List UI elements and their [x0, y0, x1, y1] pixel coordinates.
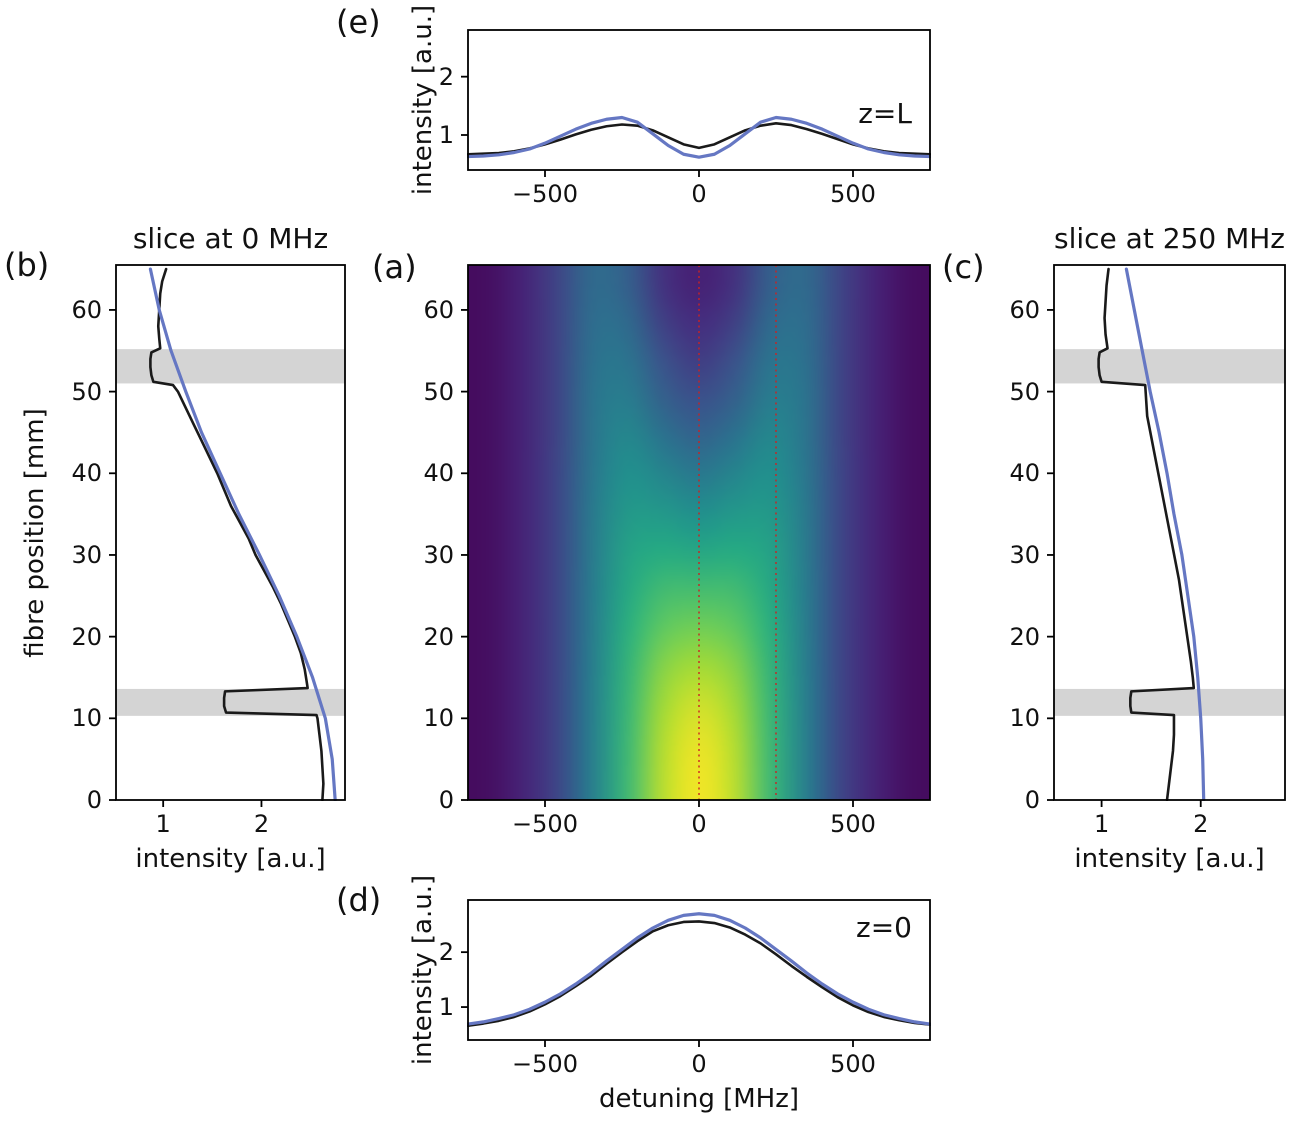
x-tick-label: 0: [691, 810, 707, 838]
y-tick-label: 50: [423, 377, 454, 406]
y-tick-label: 20: [423, 622, 454, 651]
y-tick-label: 20: [71, 622, 102, 651]
y-tick-label: 40: [1009, 459, 1040, 488]
panel-title-b: slice at 0 MHz: [132, 222, 329, 255]
panel-letter-d: (d): [336, 881, 382, 919]
x-tick-label: −500: [512, 180, 578, 208]
panel-b-slice-0mhz: (b) slice at 0 MHz fibre position [mm] i…: [4, 225, 359, 872]
panel-d-input-profile: (d) intensity [a.u.] detuning [MHz] z=0 …: [336, 875, 944, 1112]
y-tick-label: 2: [438, 62, 454, 91]
plot-canvas-c: [1040, 251, 1295, 814]
y-tick-label: 10: [71, 704, 102, 733]
panel-e-output-profile: (e) intensity [a.u.] z=L −500 0 500 1 2: [336, 5, 944, 206]
y-tick-label: 10: [1009, 704, 1040, 733]
y-tick-label: 30: [1009, 540, 1040, 569]
x-tick-label: 500: [830, 180, 876, 208]
heatmap-canvas-a: [454, 251, 944, 814]
y-tick-label: 40: [423, 459, 454, 488]
y-tick-label: 0: [438, 786, 454, 814]
y-tick-label: 60: [423, 295, 454, 324]
y-axis-label-b: fibre position [mm]: [20, 407, 50, 658]
x-tick-label: 1: [155, 810, 171, 838]
x-tick-label: 500: [830, 1050, 876, 1078]
y-tick-label: 1: [438, 121, 454, 149]
x-tick-label: 500: [830, 810, 876, 838]
plot-canvas-b: [102, 251, 359, 814]
y-tick-label: 2: [438, 938, 454, 967]
x-axis-label-c: intensity [a.u.]: [1074, 844, 1265, 874]
y-axis-label-d: intensity [a.u.]: [408, 874, 438, 1066]
panel-letter-b: (b): [4, 246, 50, 284]
panel-c-slice-250mhz: (c) slice at 250 MHz intensity [a.u.] 1 2…: [942, 225, 1295, 872]
x-axis-label-d: detuning [MHz]: [598, 1084, 800, 1114]
y-tick-label: 60: [1009, 295, 1040, 324]
y-tick-label: 50: [71, 377, 102, 406]
annotation-z-equals-0: z=0: [856, 911, 912, 944]
y-tick-label: 0: [1024, 786, 1040, 814]
x-tick-label: 0: [691, 180, 707, 208]
y-tick-label: 60: [71, 295, 102, 324]
y-tick-label: 30: [71, 540, 102, 569]
panel-letter-a: (a): [372, 248, 417, 286]
panel-letter-c: (c): [942, 248, 985, 286]
y-tick-label: 10: [423, 704, 454, 733]
x-tick-label: 0: [691, 1050, 707, 1078]
y-tick-label: 1: [438, 993, 454, 1022]
x-tick-label: 2: [1193, 810, 1209, 838]
panel-letter-e: (e): [336, 3, 381, 41]
annotation-z-equals-L: z=L: [858, 97, 912, 130]
panel-title-c: slice at 250 MHz: [1054, 222, 1285, 255]
x-axis-label-b: intensity [a.u.]: [135, 844, 326, 874]
x-tick-label: 1: [1093, 810, 1110, 838]
x-tick-label: 2: [253, 810, 270, 838]
x-tick-label: −500: [512, 1050, 578, 1078]
y-axis-label-e: intensity [a.u.]: [408, 4, 438, 196]
y-tick-label: 0: [86, 786, 102, 814]
y-tick-label: 50: [1009, 377, 1040, 406]
y-tick-label: 30: [423, 540, 454, 569]
y-tick-label: 40: [71, 459, 102, 488]
panel-a-heatmap: (a) −500 0 500 0 10 20 30 40 50 60: [372, 251, 944, 836]
y-tick-label: 20: [1009, 622, 1040, 651]
x-tick-label: −500: [512, 810, 578, 838]
